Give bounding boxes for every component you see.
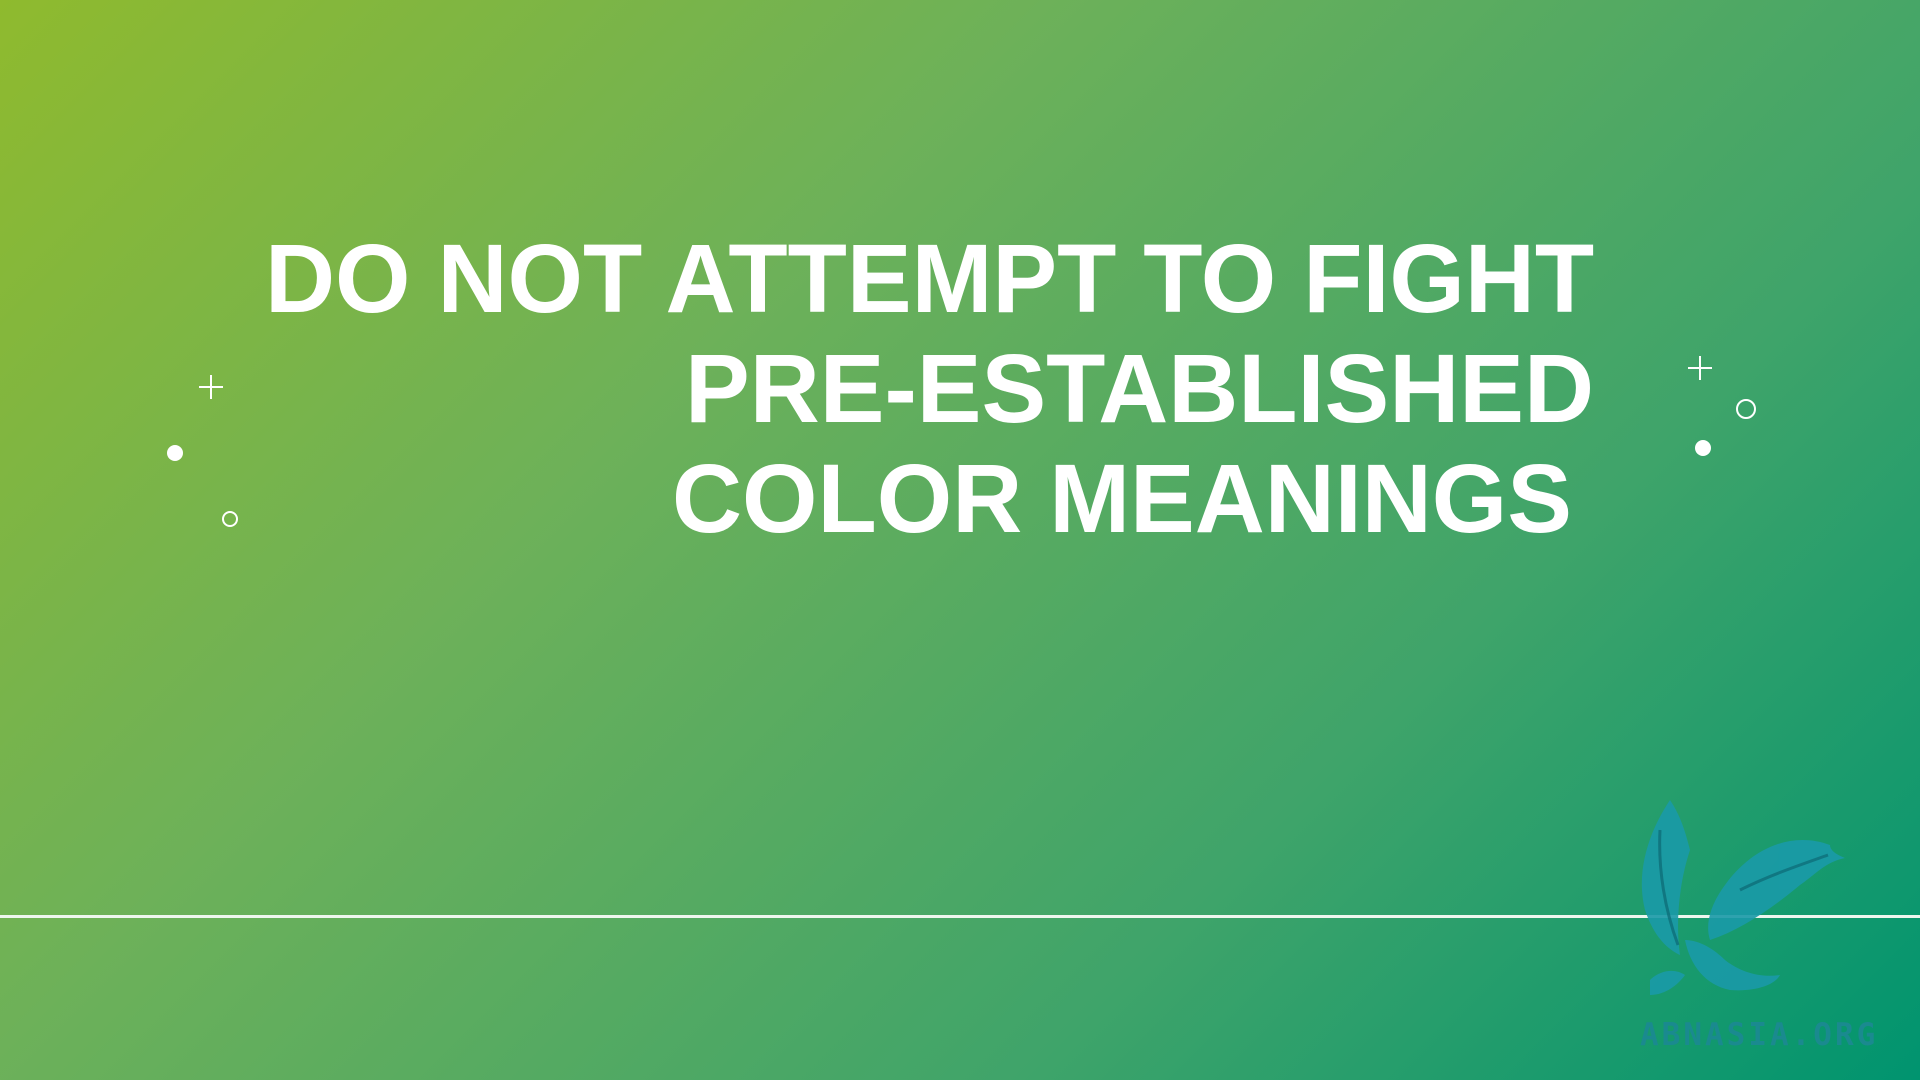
headline-line-2: PRE-ESTABLISHED [685, 334, 1594, 443]
headline-line-1: DO NOT ATTEMPT TO FIGHT [265, 224, 1595, 333]
dot-icon [1695, 440, 1711, 456]
divider-line [0, 915, 1920, 918]
plus-icon [199, 375, 223, 399]
ring-icon [1736, 399, 1756, 419]
headline-line-3: COLOR MEANINGS [672, 444, 1572, 553]
dot-icon [167, 445, 183, 461]
bird-logo-icon [1641, 800, 1845, 995]
plus-icon [1688, 356, 1712, 380]
site-watermark: ABNASIA.ORG [1640, 1017, 1879, 1053]
ring-icon [222, 511, 238, 527]
